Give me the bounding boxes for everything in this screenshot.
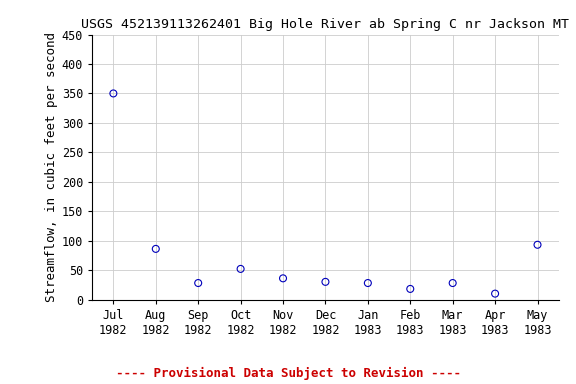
Point bbox=[448, 280, 457, 286]
Point bbox=[321, 279, 330, 285]
Point bbox=[109, 90, 118, 96]
Point bbox=[194, 280, 203, 286]
Point bbox=[236, 266, 245, 272]
Point bbox=[278, 275, 287, 281]
Point bbox=[363, 280, 373, 286]
Point bbox=[533, 242, 542, 248]
Point bbox=[491, 291, 500, 297]
Y-axis label: Streamflow, in cubic feet per second: Streamflow, in cubic feet per second bbox=[44, 32, 58, 302]
Point bbox=[406, 286, 415, 292]
Title: USGS 452139113262401 Big Hole River ab Spring C nr Jackson MT: USGS 452139113262401 Big Hole River ab S… bbox=[81, 18, 570, 31]
Text: ---- Provisional Data Subject to Revision ----: ---- Provisional Data Subject to Revisio… bbox=[116, 367, 460, 380]
Point bbox=[151, 246, 160, 252]
